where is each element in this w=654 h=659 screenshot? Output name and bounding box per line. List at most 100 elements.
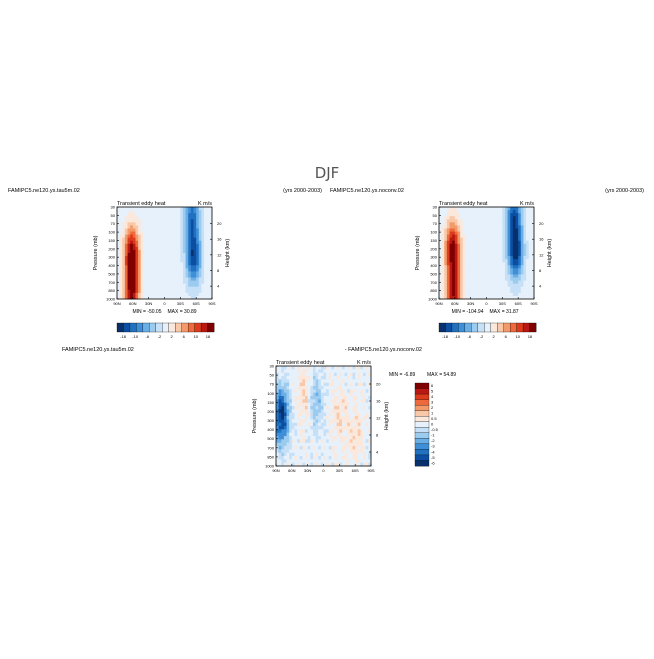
field-cell [360,409,364,414]
field-cell [148,259,152,263]
field-cell [439,240,443,245]
field-cell [291,432,295,437]
field-cell [119,225,123,229]
field-cell [489,243,493,248]
colorbar-swatch [414,443,430,450]
field-cell [320,436,324,440]
field-cell [510,243,514,248]
field-cell [475,243,479,248]
field-cell [320,439,324,444]
field-cell [497,286,501,291]
field-cell [312,452,316,457]
field-cell [294,442,298,447]
field-cell [198,240,202,245]
field-cell [465,265,469,269]
field-cell [320,396,324,400]
field-cell [483,274,487,278]
field-cell [520,210,524,214]
field-cell [196,280,200,285]
field-cell [167,228,171,232]
field-cell [132,289,136,294]
field-cell [473,219,477,223]
field-cell [167,289,171,294]
field-cell [331,416,335,420]
field-cell [331,429,335,434]
y-axis-label: Pressure (mb) [415,235,421,270]
field-cell [156,253,160,257]
field-cell [283,392,287,397]
field-cell [140,253,144,257]
field-cell [291,429,295,434]
field-cell [206,283,210,288]
field-cell [196,237,200,242]
field-cell [363,399,367,404]
field-cell [289,409,293,414]
y-tick-label: 200 [267,409,274,414]
field-cell [347,372,351,377]
field-cell [518,283,522,288]
field-cell [201,207,205,211]
colorbar-swatch [149,322,157,333]
field-cell [307,402,311,407]
field-cell [299,419,303,424]
field-cell [117,271,121,275]
field-cell [441,207,445,211]
field-cell [281,429,285,434]
field-cell [117,249,121,254]
field-cell [138,243,142,248]
field-cell [326,416,330,420]
field-cell [278,419,282,424]
field-cell [489,256,493,260]
field-cell [175,265,179,269]
field-cell [159,243,163,248]
field-cell [318,449,322,454]
field-cell [528,256,532,260]
field-cell [460,243,464,248]
field-cell [483,249,487,254]
field-cell [470,253,474,257]
field-cell [439,268,443,272]
field-cell [446,243,450,248]
field-cell [365,436,369,440]
x-tick-label: 90N [272,468,279,473]
field-cell [323,399,327,404]
field-cell [161,219,165,223]
field-cell [526,246,530,251]
field-cell [204,246,208,251]
field-cell [153,213,157,217]
field-cell [153,243,157,248]
field-cell [323,446,327,450]
field-cell [307,366,311,370]
field-cell [281,412,285,417]
field-cell [531,265,535,269]
field-cell [276,422,280,427]
field-cell [320,456,324,460]
field-cell [151,262,155,266]
field-cell [473,213,477,217]
field-cell [148,243,152,248]
field-cell [180,228,184,232]
field-cell [363,436,367,440]
field-cell [180,265,184,269]
field-cell [305,386,309,390]
field-cell [363,386,367,390]
field-cell [151,268,155,272]
field-cell [347,399,351,404]
field-cell [132,292,136,297]
field-cell [297,436,301,440]
x-tick-label: 60S [515,301,522,306]
field-cell [339,406,343,410]
field-cell [336,369,340,374]
field-cell [172,243,176,248]
y-right-tick-label: 4 [376,450,379,455]
field-cell [504,253,509,257]
field-cell [305,376,309,380]
field-cell [357,386,361,390]
field-cell [132,216,136,220]
field-cell [188,213,192,217]
field-cell [494,253,498,257]
field-cell [190,253,194,257]
y-axis-label: Pressure (mb) [93,235,99,270]
field-cell [465,286,469,291]
field-cell [299,399,303,404]
